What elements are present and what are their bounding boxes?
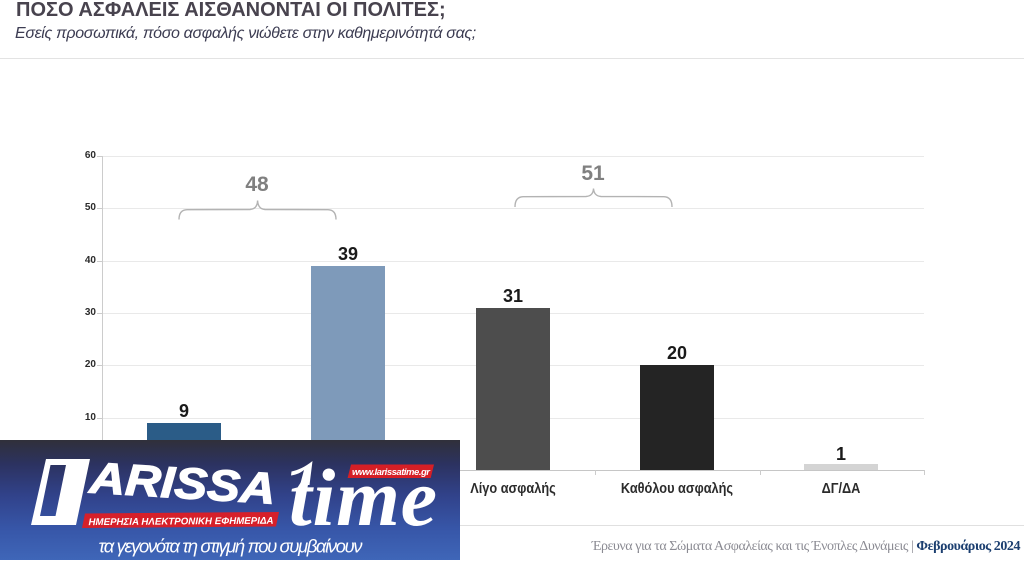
svg-text:ARISSA: ARISSA: [87, 454, 277, 514]
svg-text:ΗΜΕΡΗΣΙΑ ΗΛΕΚΤΡΟΝΙΚΗ ΕΦΗΜΕΡΙΔΑ: ΗΜΕΡΗΣΙΑ ΗΛΕΚΤΡΟΝΙΚΗ ΕΦΗΜΕΡΙΔΑ: [88, 516, 273, 528]
svg-text:τα γεγονότα τη στιγμή που συμβ: τα γεγονότα τη στιγμή που συμβαίνουν: [99, 536, 364, 557]
svg-text:www.larissatime.gr: www.larissatime.gr: [352, 467, 431, 478]
